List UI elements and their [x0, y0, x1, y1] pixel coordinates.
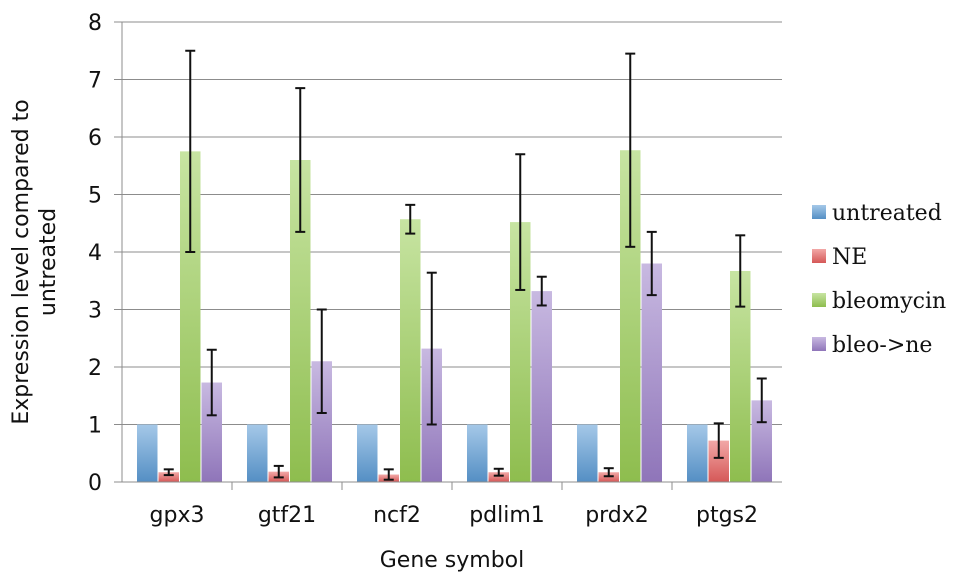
bar-pdlim1-untreated — [467, 424, 488, 482]
error-bar-prdx2-bleo-ne — [646, 230, 657, 297]
error-bar-gtf21-bleo-ne — [316, 308, 327, 414]
legend-label: NE — [832, 245, 867, 270]
legend: untreated NE bleomycin bleo->ne — [812, 201, 946, 358]
legend-label: untreated — [832, 201, 942, 226]
bar-gtf21-bleo-ne — [311, 361, 332, 482]
bar-gpx3-untreated — [137, 424, 158, 482]
y-tick-label: 0 — [88, 471, 102, 496]
y-tick-label: 1 — [88, 414, 102, 439]
x-tick-label-pdlim1: pdlim1 — [469, 503, 545, 528]
legend-item-untreated: untreated — [812, 201, 942, 226]
x-tick-label-prdx2: prdx2 — [585, 503, 649, 528]
bar-ptgs2-untreated — [687, 424, 708, 482]
x-tick-label-gpx3: gpx3 — [150, 503, 205, 528]
y-tick-label: 7 — [88, 69, 102, 94]
bar-gtf21-bleomycin — [290, 160, 311, 482]
legend-item-bleomycin: bleomycin — [812, 289, 946, 314]
x-tick-label-ptgs2: ptgs2 — [696, 503, 758, 528]
error-bar-ptgs2-ne — [713, 422, 724, 459]
bar-pdlim1-bleomycin — [510, 222, 531, 482]
legend-swatch — [812, 293, 826, 307]
legend-label: bleo->ne — [832, 333, 932, 358]
error-bar-pdlim1-ne — [493, 467, 504, 477]
bar-gtf21-untreated — [247, 424, 268, 482]
x-tick-label-ncf2: ncf2 — [373, 503, 421, 528]
bar-pdlim1-bleo-ne — [531, 291, 552, 482]
error-bar-gtf21-bleomycin — [295, 87, 306, 233]
error-bar-prdx2-ne — [603, 467, 614, 478]
bar-gpx3-ne — [158, 472, 179, 482]
legend-swatch — [812, 337, 826, 351]
bar-ptgs2-bleomycin — [730, 270, 751, 482]
error-bar-ncf2-bleo-ne — [426, 271, 437, 426]
error-bar-gpx3-bleo-ne — [206, 348, 217, 417]
error-bar-gpx3-bleomycin — [185, 49, 196, 253]
legend-swatch — [812, 249, 826, 263]
legend-label: bleomycin — [832, 289, 946, 314]
legend-item-bleo-ne: bleo->ne — [812, 333, 932, 358]
legend-swatch — [812, 205, 826, 219]
y-tick-label: 5 — [88, 184, 102, 209]
bar-gpx3-bleo-ne — [201, 382, 222, 482]
bar-ptgs2-bleo-ne — [751, 400, 772, 482]
error-bar-ncf2-ne — [383, 468, 394, 481]
error-bar-pdlim1-bleomycin — [515, 153, 526, 291]
y-tick-label: 3 — [88, 299, 102, 324]
y-tick-label: 4 — [88, 241, 102, 266]
error-bar-ncf2-bleomycin — [405, 203, 416, 235]
error-bar-ptgs2-bleo-ne — [756, 377, 767, 424]
y-tick-label: 6 — [88, 126, 102, 151]
y-axis-title: Expression level compared tountreated — [9, 99, 61, 424]
bar-ncf2-bleomycin — [400, 219, 421, 482]
bar-ptgs2-ne — [708, 440, 729, 482]
error-bar-gtf21-ne — [273, 464, 284, 479]
error-bars — [163, 49, 767, 481]
bar-gpx3-bleomycin — [180, 151, 201, 482]
bars — [137, 150, 772, 482]
bar-prdx2-bleo-ne — [641, 263, 662, 482]
error-bar-ptgs2-bleomycin — [735, 234, 746, 308]
grid-lines — [122, 21, 782, 425]
axes: 0 1 2 3 4 5 6 7 8 gpx3 gtf21 ncf2 pdlim1 prdx2 ptgs2 Ex… — [9, 11, 782, 528]
x-tick-label-gtf21: gtf21 — [258, 503, 316, 528]
bar-prdx2-untreated — [577, 424, 598, 482]
error-bar-gpx3-ne — [163, 468, 174, 477]
bar-prdx2-bleomycin — [620, 150, 641, 482]
error-bar-pdlim1-bleo-ne — [536, 275, 547, 307]
x-axis-title: Gene symbol — [380, 548, 525, 573]
bar-pdlim1-ne — [488, 472, 509, 482]
bar-ncf2-untreated — [357, 424, 378, 482]
error-bar-prdx2-bleomycin — [625, 52, 636, 248]
y-tick-label: 8 — [88, 11, 102, 36]
y-tick-label: 2 — [88, 356, 102, 381]
legend-item-ne: NE — [812, 245, 867, 270]
